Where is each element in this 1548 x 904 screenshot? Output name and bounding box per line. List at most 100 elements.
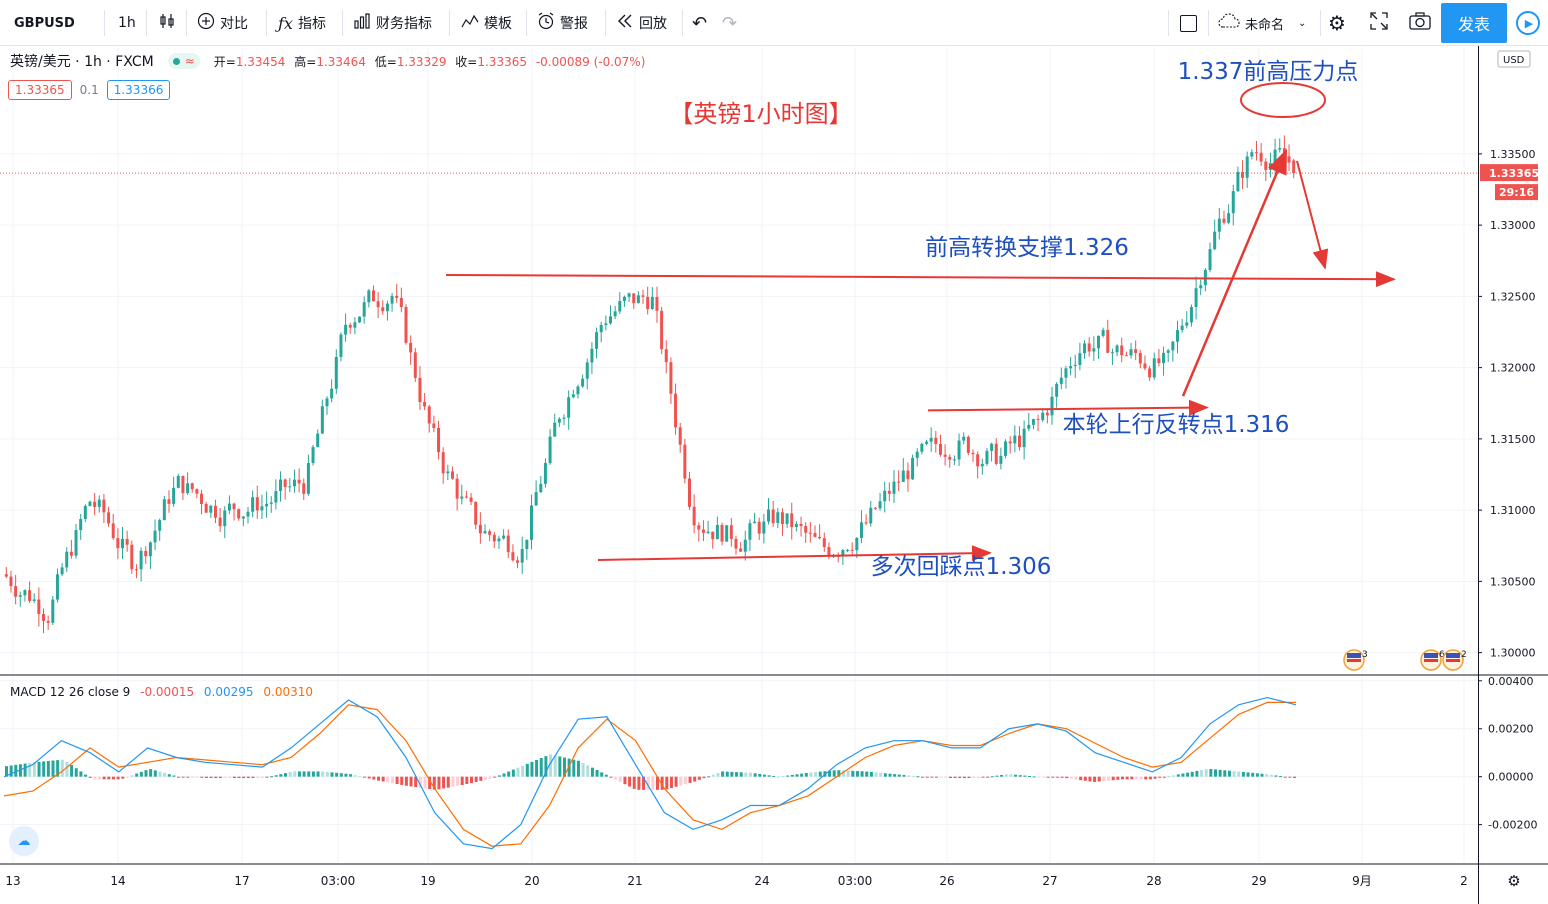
candle	[994, 438, 998, 466]
macd-histogram-bar	[390, 776, 394, 784]
time-tick-label: 29	[1251, 874, 1266, 888]
templates-button[interactable]: 模板	[461, 0, 512, 46]
chart-type-button[interactable]	[158, 0, 181, 46]
macd-histogram-bar	[521, 765, 525, 777]
tradingview-logo[interactable]: ☁	[9, 826, 39, 856]
candle-body	[678, 427, 682, 445]
candle-body	[1083, 343, 1087, 354]
candle-body	[148, 542, 152, 557]
candle-body	[279, 479, 283, 492]
macd-histogram-bar	[623, 776, 627, 785]
financials-button[interactable]: 财务指标	[353, 0, 432, 46]
macd-histogram-bar	[344, 773, 348, 777]
candle-body	[502, 535, 506, 539]
select-layout-button[interactable]	[1180, 0, 1197, 46]
macd-histogram-bar	[93, 776, 97, 780]
candle-body	[376, 301, 380, 308]
candle-body	[520, 549, 524, 563]
macd-histogram-bar	[1260, 773, 1264, 777]
play-button[interactable]: ▶	[1509, 3, 1547, 43]
candle-body	[492, 534, 496, 542]
candle-body	[144, 550, 148, 557]
macd-histogram-bar	[786, 775, 790, 777]
candle	[1041, 408, 1045, 423]
open-label: 开=	[213, 54, 236, 69]
series-title[interactable]: 英镑/美元 · 1h · FXCM	[10, 54, 154, 70]
macd-histogram-bar	[883, 773, 887, 777]
candle	[28, 581, 32, 603]
candle-body	[1073, 364, 1077, 367]
publish-button[interactable]: 发表	[1441, 3, 1507, 43]
candle	[1083, 340, 1087, 359]
candle	[1031, 418, 1035, 430]
redo-button[interactable]: ↷	[722, 0, 737, 46]
candle	[297, 468, 301, 493]
candle	[734, 535, 738, 555]
candle-body	[446, 471, 450, 474]
sell-button[interactable]: 1.33365	[8, 80, 72, 100]
candle	[1292, 159, 1296, 179]
candle	[65, 547, 69, 572]
toolbar-divider	[1168, 10, 1169, 36]
candle	[1036, 414, 1040, 432]
replay-button[interactable]: 回放	[616, 0, 667, 46]
candle	[1273, 138, 1277, 175]
compare-button[interactable]: 对比	[197, 0, 248, 46]
macd-histogram-bar	[149, 769, 153, 777]
candle	[1143, 355, 1147, 371]
macd-histogram-bar	[590, 767, 594, 777]
macd-histogram-bar	[1121, 776, 1124, 780]
candle-body	[478, 524, 482, 534]
indicators-button[interactable]: ƒx 指标	[278, 0, 326, 46]
macd-title[interactable]: MACD 12 26 close 9	[10, 685, 131, 699]
macd-line-value: 0.00295	[203, 685, 254, 699]
countdown-tag	[1495, 184, 1538, 201]
macd-histogram-bar	[470, 776, 473, 783]
candle-body	[1055, 383, 1059, 397]
interval-button[interactable]: 1h	[118, 15, 136, 31]
candle-body	[251, 497, 255, 512]
macd-histogram-bar	[1083, 776, 1087, 781]
macd-histogram-bar	[432, 776, 436, 790]
candle	[1055, 382, 1059, 408]
candle-body	[925, 441, 929, 444]
macd-histogram-bar	[279, 774, 283, 777]
candle	[567, 390, 571, 430]
candle	[678, 422, 682, 453]
candle-body	[539, 483, 543, 493]
candle-body	[1236, 172, 1240, 192]
macd-histogram-bar	[121, 776, 125, 779]
candle	[88, 500, 92, 507]
macd-histogram-bar	[1018, 775, 1022, 777]
candle-body	[869, 507, 873, 524]
candle	[399, 287, 403, 313]
layout-name-button[interactable]: 未命名 ⌄	[1218, 0, 1306, 46]
candle-body	[51, 599, 55, 623]
candle-body	[1273, 149, 1277, 164]
market-status-badge[interactable]: ≈	[167, 53, 200, 69]
macd-histogram-bar	[1246, 772, 1250, 777]
macd-histogram-bar	[5, 766, 8, 777]
snapshot-button[interactable]	[1409, 0, 1431, 46]
candle	[1050, 386, 1054, 425]
macd-histogram-bar	[130, 775, 134, 777]
candle-body	[669, 362, 673, 394]
candle-body	[1124, 355, 1128, 357]
alerts-button[interactable]: 警报	[537, 0, 588, 46]
undo-button[interactable]: ↶	[692, 0, 707, 46]
candle-body	[804, 525, 808, 533]
candle	[934, 430, 938, 453]
macd-histogram-bar	[200, 776, 204, 778]
close-label: 收=	[455, 54, 478, 69]
candle-body	[1264, 161, 1268, 170]
symbol-search-button[interactable]: GBPUSD	[14, 15, 75, 31]
buy-button[interactable]: 1.33366	[106, 80, 171, 100]
macd-histogram-bar	[1074, 776, 1078, 780]
settings-button[interactable]: ⚙	[1328, 0, 1346, 46]
macd-histogram-bar	[79, 771, 83, 777]
fullscreen-button[interactable]	[1370, 0, 1388, 46]
macd-histogram-bar	[163, 772, 167, 777]
macd-histogram-bar	[437, 776, 441, 790]
candle-body	[855, 537, 859, 551]
